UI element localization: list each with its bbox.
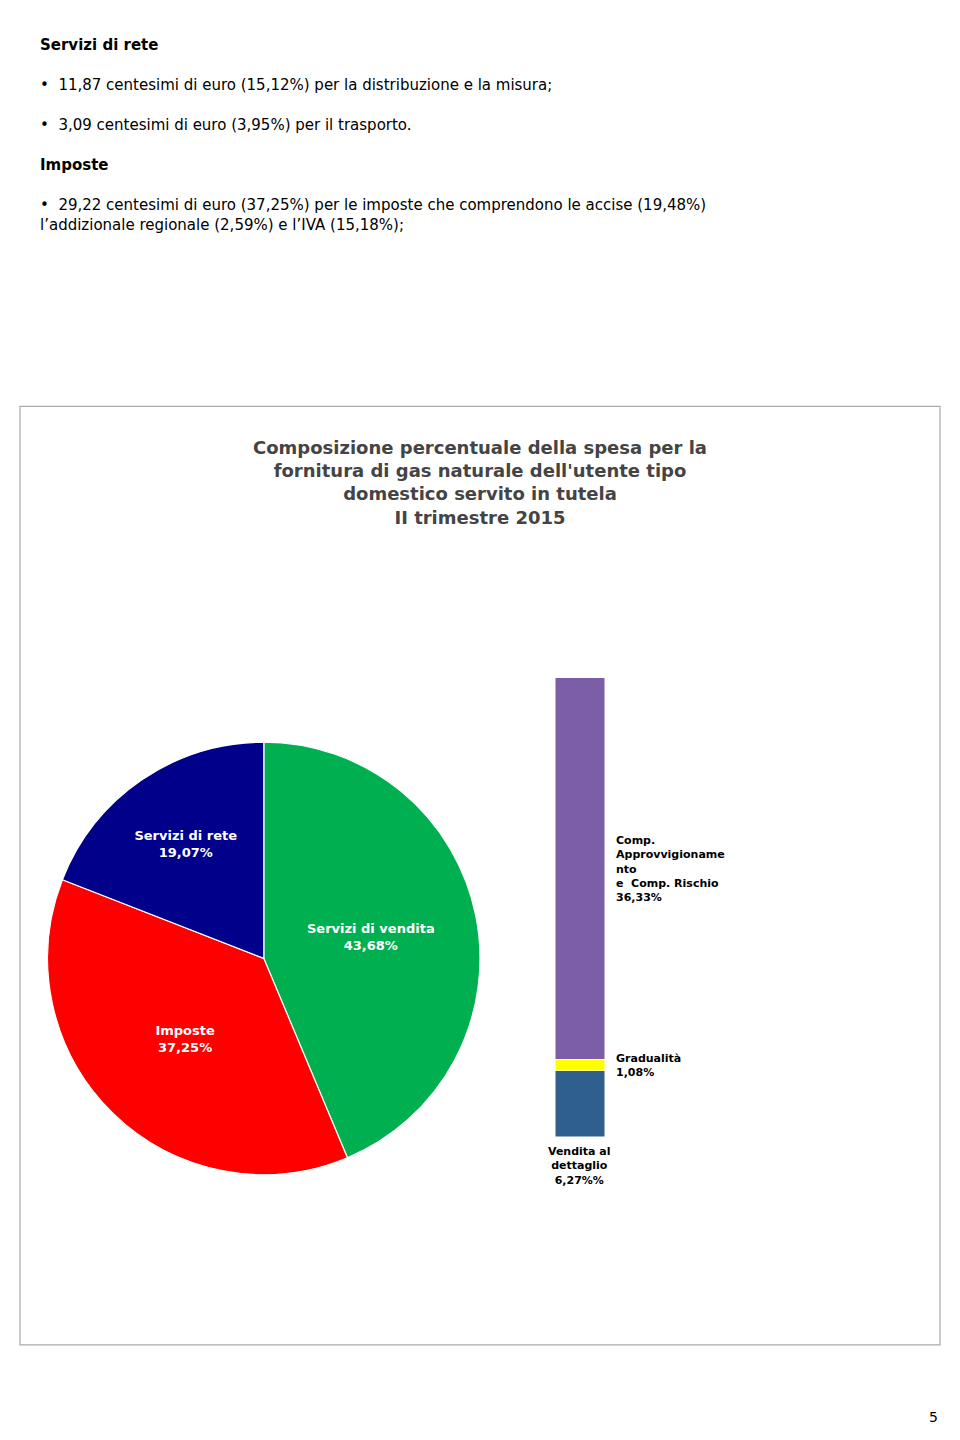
svg-text:Servizi di rete19,07%: Servizi di rete19,07% <box>134 828 237 860</box>
svg-text:Servizi di rete: Servizi di rete <box>40 36 158 54</box>
svg-text:Imposte: Imposte <box>40 156 109 174</box>
svg-text:• 11,87 centesimi di euro (15: • 11,87 centesimi di euro (15,12%) per l… <box>40 76 552 94</box>
svg-text:• 3,09 centesimi di euro (3,9: • 3,09 centesimi di euro (3,95%) per il … <box>40 116 412 134</box>
svg-text:Gradualità1,08%: Gradualità1,08% <box>616 1052 681 1079</box>
svg-text:Imposte37,25%: Imposte37,25% <box>155 1023 215 1055</box>
svg-text:• 29,22 centesimi di euro (37: • 29,22 centesimi di euro (37,25%) per l… <box>40 196 706 234</box>
svg-text:Servizi di vendita43,68%: Servizi di vendita43,68% <box>307 921 435 953</box>
svg-text:Vendita aldettaglio6,27%%: Vendita aldettaglio6,27%% <box>548 1145 611 1187</box>
svg-text:Composizione percentuale della: Composizione percentuale della spesa per… <box>253 437 707 528</box>
svg-text:5: 5 <box>929 1409 938 1425</box>
svg-text:Comp.Approvvigionamentoe Comp: Comp.Approvvigionamentoe Comp. Rischio36… <box>616 834 725 904</box>
